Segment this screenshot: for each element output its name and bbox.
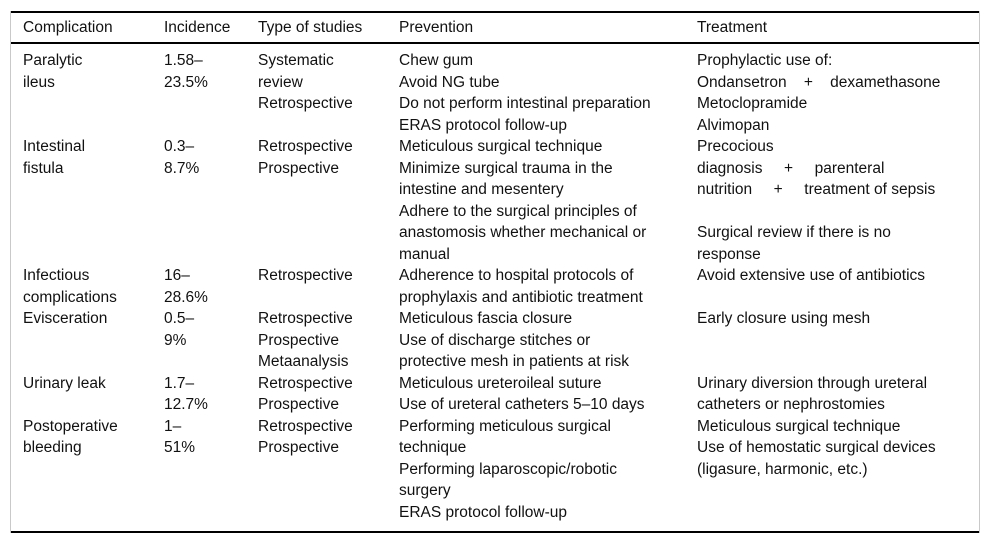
cell-prevention: Performing meticulous surgical technique… (399, 417, 617, 521)
table-row-urinary-leak: Urinary leak 1.7– 12.7% Retrospective Pr… (11, 373, 979, 416)
cell-studies: Retrospective (258, 267, 353, 284)
cell-studies: Retrospective Prospective (258, 417, 353, 457)
cell-treatment: Prophylactic use of: Ondansetron + dexam… (697, 52, 941, 134)
cell-treatment: Urinary diversion through ureteral cathe… (697, 374, 928, 414)
cell-complication: Intestinal fistula (23, 138, 86, 177)
cell-complication: Evisceration (23, 310, 108, 327)
cell-prevention: Meticulous fascia closure Use of dischar… (399, 310, 630, 370)
col-header-treatment: Treatment (697, 12, 979, 44)
cell-incidence: 0.5– 9% (164, 310, 195, 349)
table-row-evisceration: Evisceration 0.5– 9% Retrospective Prosp… (11, 308, 979, 373)
col-header-type-of-studies: Type of studies (258, 12, 399, 44)
cell-studies: Retrospective Prospective (258, 374, 353, 414)
col-header-prevention: Prevention (399, 12, 697, 44)
cell-studies: Systematic review Retrospective (258, 52, 353, 112)
table-row-postoperative-bleeding: Postoperative bleeding 1– 51% Retrospect… (11, 416, 979, 533)
cell-treatment: Precocious diagnosis + parenteral nutrit… (697, 138, 936, 263)
cell-treatment: Avoid extensive use of antibiotics (697, 267, 926, 284)
cell-treatment: Early closure using mesh (697, 310, 871, 327)
cell-complication: Urinary leak (23, 374, 106, 392)
table-frame: Complication Incidence Type of studies P… (10, 11, 980, 533)
col-header-complication: Complication (11, 12, 164, 44)
table-row-intestinal-fistula: Intestinal fistula 0.3– 8.7% Retrospecti… (11, 136, 979, 265)
cell-incidence: 0.3– 8.7% (164, 138, 200, 177)
col-header-incidence: Incidence (164, 12, 258, 44)
cell-complication: Paralytic ileus (23, 52, 83, 91)
cell-incidence: 1– 51% (164, 417, 196, 457)
cell-prevention: Adherence to hospital protocols of proph… (399, 267, 643, 306)
complications-table: Complication Incidence Type of studies P… (11, 11, 979, 533)
cell-complication: Postoperative bleeding (23, 417, 118, 457)
cell-studies: Retrospective Prospective (258, 138, 353, 177)
cell-treatment: Meticulous surgical technique Use of hem… (697, 417, 936, 478)
cell-incidence: 16– 28.6% (164, 267, 208, 306)
header-row: Complication Incidence Type of studies P… (11, 12, 979, 44)
table-row-infectious-complications: Infectious complications 16– 28.6% Retro… (11, 265, 979, 308)
cell-prevention: Meticulous surgical technique Minimize s… (399, 138, 647, 263)
cell-complication: Infectious complications (23, 267, 117, 306)
cell-incidence: 1.58– 23.5% (164, 52, 208, 91)
cell-prevention: Meticulous ureteroileal suture Use of ur… (399, 374, 645, 414)
table-row-paralytic-ileus: Paralytic ileus 1.58– 23.5% Systematic r… (11, 43, 979, 136)
cell-studies: Retrospective Prospective Metaanalysis (258, 310, 353, 370)
cell-incidence: 1.7– 12.7% (164, 374, 208, 414)
cell-prevention: Chew gum Avoid NG tube Do not perform in… (399, 52, 651, 134)
